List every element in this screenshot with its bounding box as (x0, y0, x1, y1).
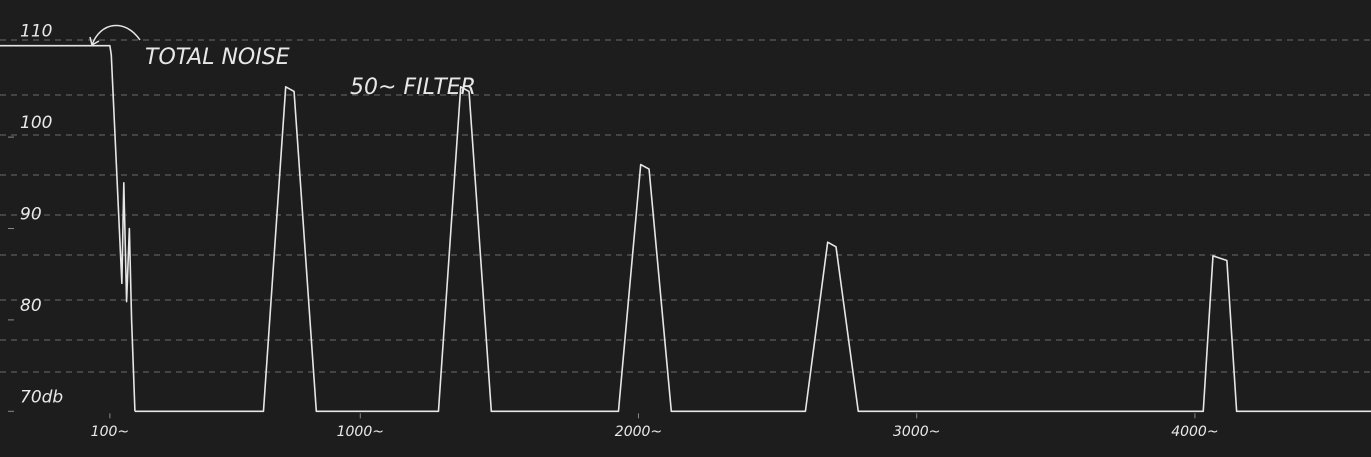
series-label: 50~ FILTER (350, 75, 476, 100)
x-tick-label: 2000~ (615, 424, 662, 440)
series-line (0, 44, 136, 412)
y-tick-label: 100 (20, 113, 52, 133)
x-tick-label: 3000~ (893, 424, 940, 440)
series-label: TOTAL NOISE (145, 45, 290, 70)
x-tick-label: 4000~ (1171, 424, 1218, 440)
paper-lines (0, 39, 1371, 373)
y-tick-label: 70db (20, 387, 63, 407)
series-line (134, 86, 1371, 413)
annotation-arrow (91, 24, 141, 46)
x-tick-label: 1000~ (337, 424, 384, 440)
y-tick-label: 90 (20, 205, 42, 225)
x-tick-label: 100~ (91, 424, 129, 440)
arrow-head (89, 36, 100, 46)
y-tick-label: 110 (20, 22, 52, 42)
y-tick-label: 80 (20, 296, 42, 316)
